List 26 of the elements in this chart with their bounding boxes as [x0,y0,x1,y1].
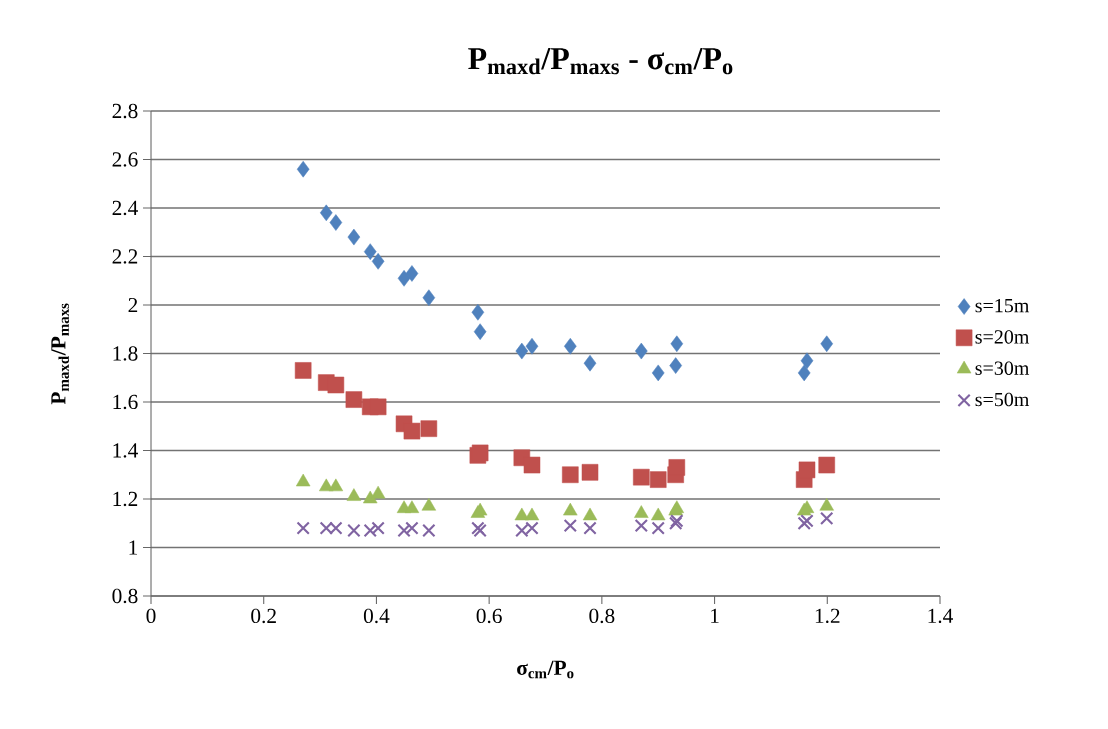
y-tick-label: 2.8 [112,103,138,119]
legend-label: s=15m [975,298,1030,313]
x-tick-label: 0.4 [363,608,390,624]
legend-label: s=20m [975,330,1030,344]
y-tick-label: 2.6 [112,152,138,167]
x-tick-label: 1.2 [815,608,840,624]
x-tick-label: 1.4 [928,608,953,624]
y-tick-label: 1 [129,540,138,555]
x-tick-label: 0 [146,608,156,624]
y-tick-label: 1.4 [113,443,138,458]
x-tick-label: 0.6 [476,608,502,624]
x-tick-label: 1 [711,608,719,623]
y-tick-label: 1.6 [113,394,138,410]
y-axis-title: P$_{maxd}$/P$_{maxs}$ [51,303,69,405]
x-axis-title: σ$_{cm}$/P$_{o}$ [517,660,574,679]
y-tick-label: 0.8 [112,588,138,604]
y-tick-label: 1.2 [113,491,138,507]
x-tick-label: 0.2 [251,608,276,624]
y-tick-label: 1.8 [113,346,138,361]
y-tick-label: 2.2 [112,249,138,264]
x-tick-label: 0.8 [589,608,615,624]
y-tick-label: 2.4 [112,200,138,216]
legend-label: s=50m [975,392,1030,407]
chart-title: P$_{maxd}$/P$_{maxs}$ - σ$_{cm}$/P$_{o}$ [468,48,733,75]
y-tick-label: 2 [128,297,138,313]
legend-label: s=30m [975,361,1030,375]
